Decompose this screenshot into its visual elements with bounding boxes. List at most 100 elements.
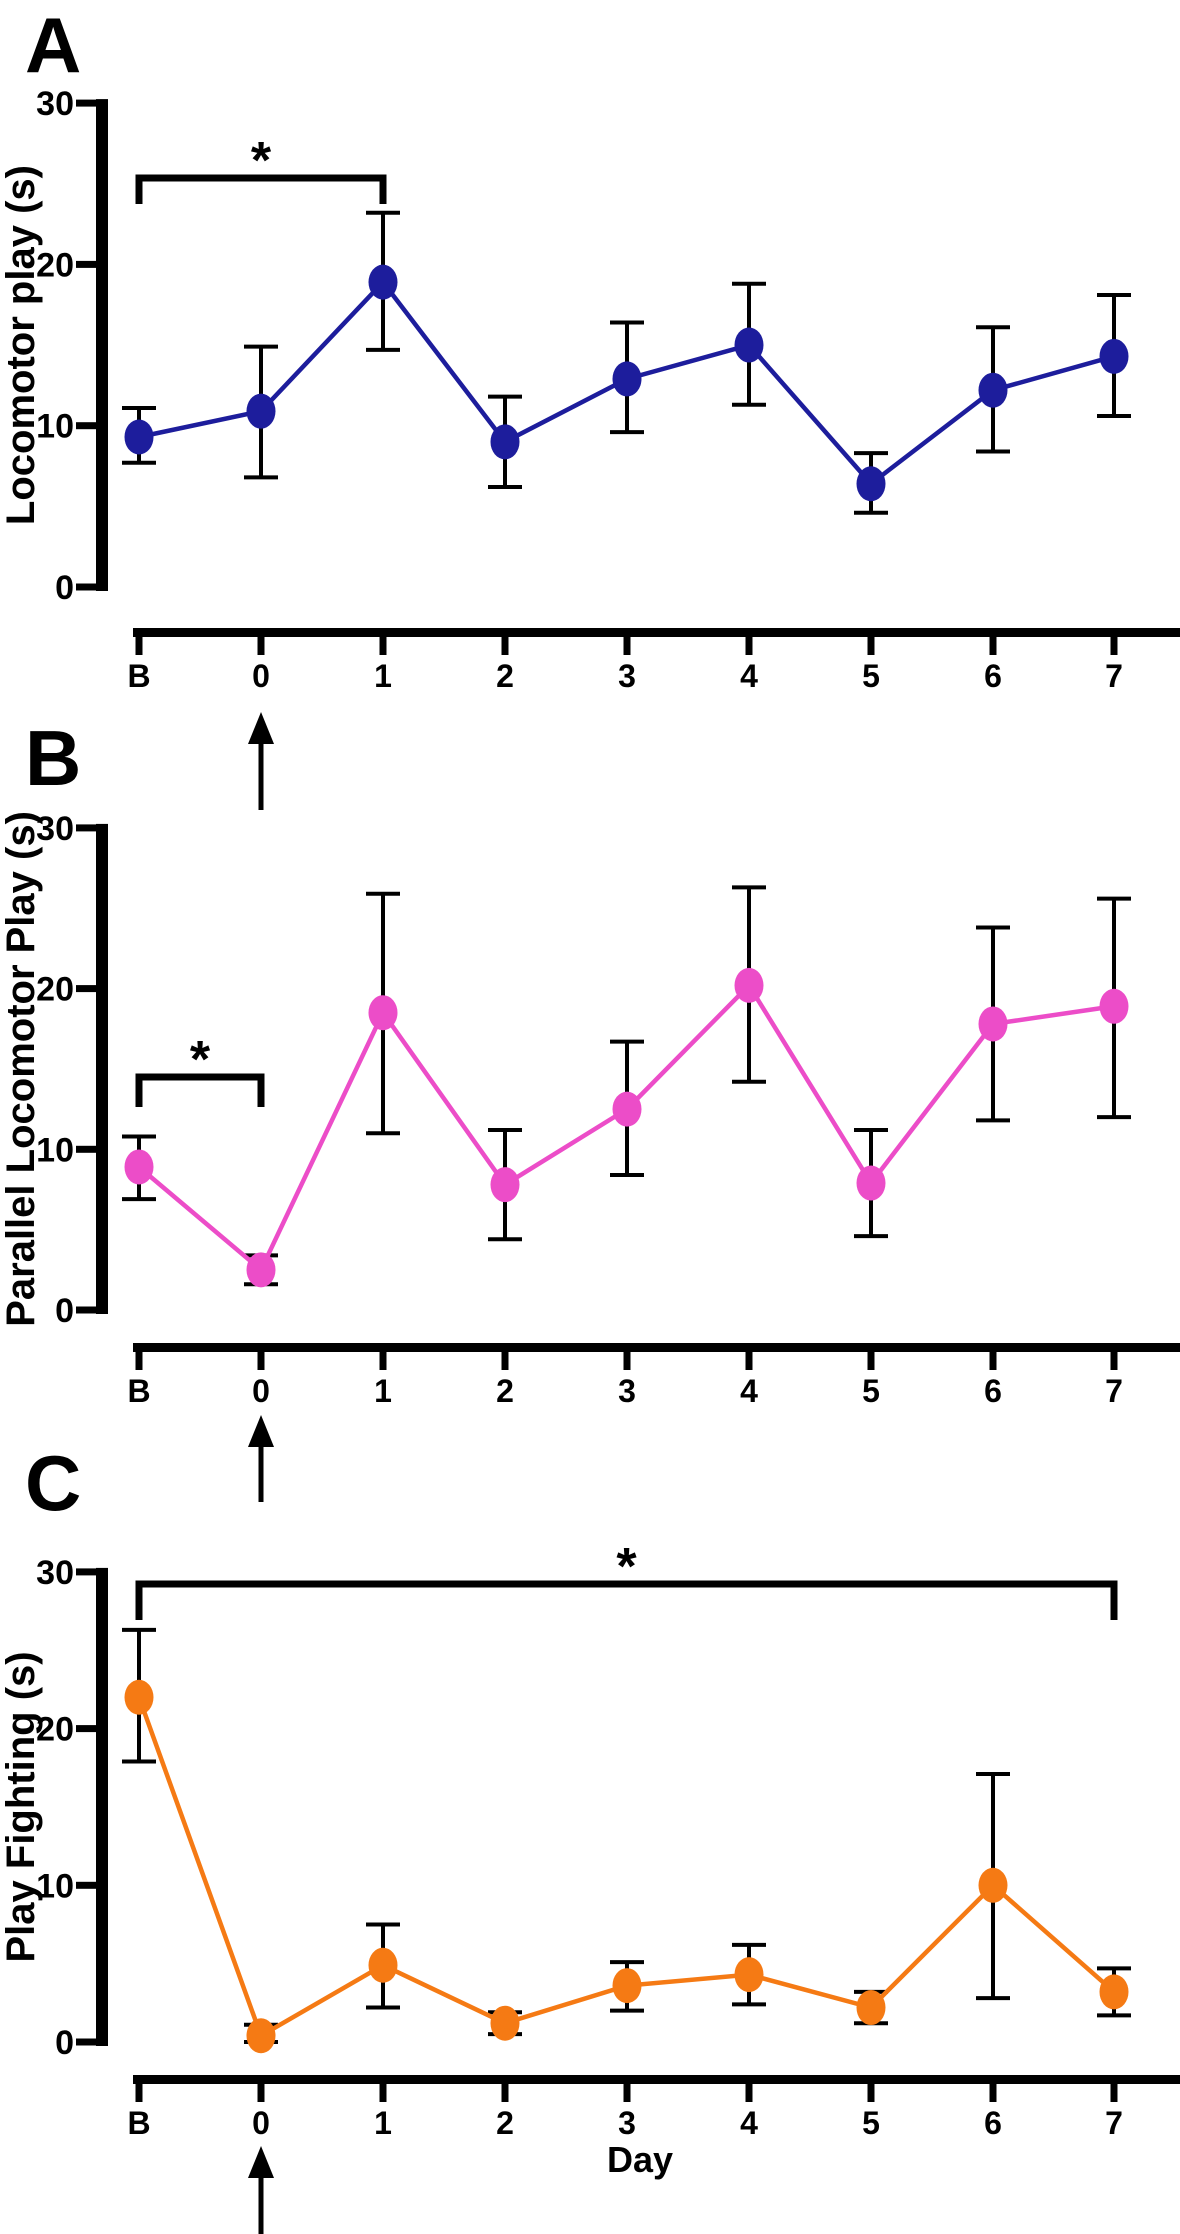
panel-b-x-tick-1	[379, 1352, 387, 1370]
panel-c-y-tick-label-0: 0	[55, 2024, 74, 2062]
panel-b-y-tick-10	[76, 1145, 96, 1153]
panel-b-x-tick-label-B: B	[127, 1373, 150, 1409]
panel-a-x-tick-label-5: 5	[862, 658, 880, 694]
panel-b-x-tick-label-1: 1	[374, 1373, 392, 1409]
panel-c-marker-4	[734, 1957, 764, 1993]
panel-c-x-tick-4	[745, 2084, 753, 2102]
panel-b-marker-2	[490, 1167, 520, 1203]
panel-b-x-tick-3	[623, 1352, 631, 1370]
panel-c-marker-2	[490, 2005, 520, 2041]
panel-b-x-tick-0	[257, 1352, 265, 1370]
panel-b-x-tick-label-5: 5	[862, 1373, 880, 1409]
panel-b-x-tick-label-0: 0	[252, 1373, 270, 1409]
panel-b-x-axis	[133, 1343, 1180, 1352]
panel-c-x-tick-label-7: 7	[1105, 2105, 1123, 2141]
panel-a-x-tick-1	[379, 637, 387, 655]
panel-c-x-tick-1	[379, 2084, 387, 2102]
panel-c-marker-7	[1099, 1974, 1129, 2010]
panel-c-x-tick-label-B: B	[127, 2105, 150, 2141]
panel-a-marker-B	[124, 419, 154, 455]
panel-a-x-axis	[133, 628, 1180, 637]
panel-b-marker-7	[1099, 988, 1129, 1024]
panel-b-x-tick-2	[501, 1352, 509, 1370]
panel-a-treatment-arrow-shaft	[258, 740, 264, 810]
panel-b-x-tick-7	[1110, 1352, 1118, 1370]
panel-c-x-tick-label-4: 4	[740, 2105, 758, 2141]
panel-a-x-tick-0	[257, 637, 265, 655]
panel-b-y-tick-30	[76, 824, 96, 832]
panel-b-marker-6	[978, 1006, 1008, 1042]
panel-a-x-tick-label-6: 6	[984, 658, 1002, 694]
panel-b-y-tick-0	[76, 1306, 96, 1314]
panel-c-x-tick-3	[623, 2084, 631, 2102]
panel-a-marker-6	[978, 372, 1008, 408]
panel-c-y-tick-0	[76, 2038, 96, 2046]
panel-c-x-tick-7	[1110, 2084, 1118, 2102]
panel-b-x-tick-label-4: 4	[740, 1373, 758, 1409]
panel-b-label: B	[25, 714, 81, 802]
panel-c-x-tick-label-6: 6	[984, 2105, 1002, 2141]
panel-c-y-tick-label-10: 10	[36, 1867, 74, 1905]
panel-b-significance-bracket	[135, 1073, 265, 1107]
panel-c-marker-B	[124, 1679, 154, 1715]
panel-a-marker-3	[612, 361, 642, 397]
panel-a-x-tick-4	[745, 637, 753, 655]
panel-a-x-tick-B	[135, 637, 143, 655]
panel-c-marker-0	[246, 2018, 276, 2054]
panel-a-y-tick-label-20: 20	[36, 246, 74, 284]
panel-b-marker-3	[612, 1091, 642, 1127]
panel-c-x-axis	[133, 2075, 1180, 2084]
panel-c-x-tick-0	[257, 2084, 265, 2102]
panel-a-treatment-arrowhead-icon	[248, 712, 274, 744]
panel-b-x-tick-label-2: 2	[496, 1373, 514, 1409]
panel-a-marker-0	[246, 393, 276, 429]
panel-a-y-tick-10	[76, 422, 96, 430]
panel-b-y-tick-label-20: 20	[36, 971, 74, 1009]
panel-a-x-tick-label-0: 0	[252, 658, 270, 694]
panel-a-x-tick-7	[1110, 637, 1118, 655]
panel-c-x-tick-label-5: 5	[862, 2105, 880, 2141]
panel-a-y-tick-30	[76, 99, 96, 107]
panel-c-marker-5	[856, 1990, 886, 2026]
panel-a-x-tick-3	[623, 637, 631, 655]
panel-a-x-tick-6	[989, 637, 997, 655]
panel-a-label: A	[25, 1, 81, 89]
panel-a-marker-5	[856, 466, 886, 502]
panel-a-x-tick-label-7: 7	[1105, 658, 1123, 694]
panel-b-treatment-arrow-shaft	[258, 1443, 264, 1502]
panel-b-treatment-arrowhead-icon	[248, 1415, 274, 1447]
panel-c-treatment-arrow-shaft	[258, 2174, 264, 2234]
panel-b-significance-star: *	[190, 1031, 211, 1089]
panel-c-y-tick-10	[76, 1881, 96, 1889]
panel-b-x-tick-5	[867, 1352, 875, 1370]
panel-c-significance-bracket	[135, 1580, 1118, 1620]
panel-c-x-tick-label-2: 2	[496, 2105, 514, 2141]
panel-a-y-axis-title: Locomotor play (s)	[0, 165, 43, 525]
panel-a-x-tick-label-1: 1	[374, 658, 392, 694]
panel-b-marker-0	[246, 1252, 276, 1288]
panel-b-y-tick-label-30: 30	[36, 810, 74, 848]
panel-b-x-tick-4	[745, 1352, 753, 1370]
panel-b-marker-1	[368, 995, 398, 1031]
panel-c-x-tick-2	[501, 2084, 509, 2102]
panel-b-y-tick-20	[76, 985, 96, 993]
panel-b-x-tick-label-3: 3	[618, 1373, 636, 1409]
panel-b-x-tick-label-6: 6	[984, 1373, 1002, 1409]
panel-a-marker-1	[368, 264, 398, 300]
panel-c-marker-1	[368, 1947, 398, 1983]
panel-a-y-tick-20	[76, 260, 96, 268]
panel-a-x-tick-5	[867, 637, 875, 655]
panel-c-treatment-arrowhead-icon	[248, 2146, 274, 2178]
panel-c-label: C	[25, 1439, 81, 1527]
panel-c-x-axis-title: Day	[607, 2139, 673, 2180]
panel-a-significance-bracket	[135, 174, 387, 204]
panel-a-y-tick-0	[76, 583, 96, 591]
panel-b-marker-4	[734, 967, 764, 1003]
panel-a-significance-star: *	[251, 132, 272, 190]
panel-c-y-axis-title: Play Fighting (s)	[0, 1651, 43, 1962]
panel-a-y-tick-label-30: 30	[36, 85, 74, 123]
panel-a-x-tick-2	[501, 637, 509, 655]
panel-b-marker-B	[124, 1149, 154, 1185]
panel-c-x-tick-label-1: 1	[374, 2105, 392, 2141]
